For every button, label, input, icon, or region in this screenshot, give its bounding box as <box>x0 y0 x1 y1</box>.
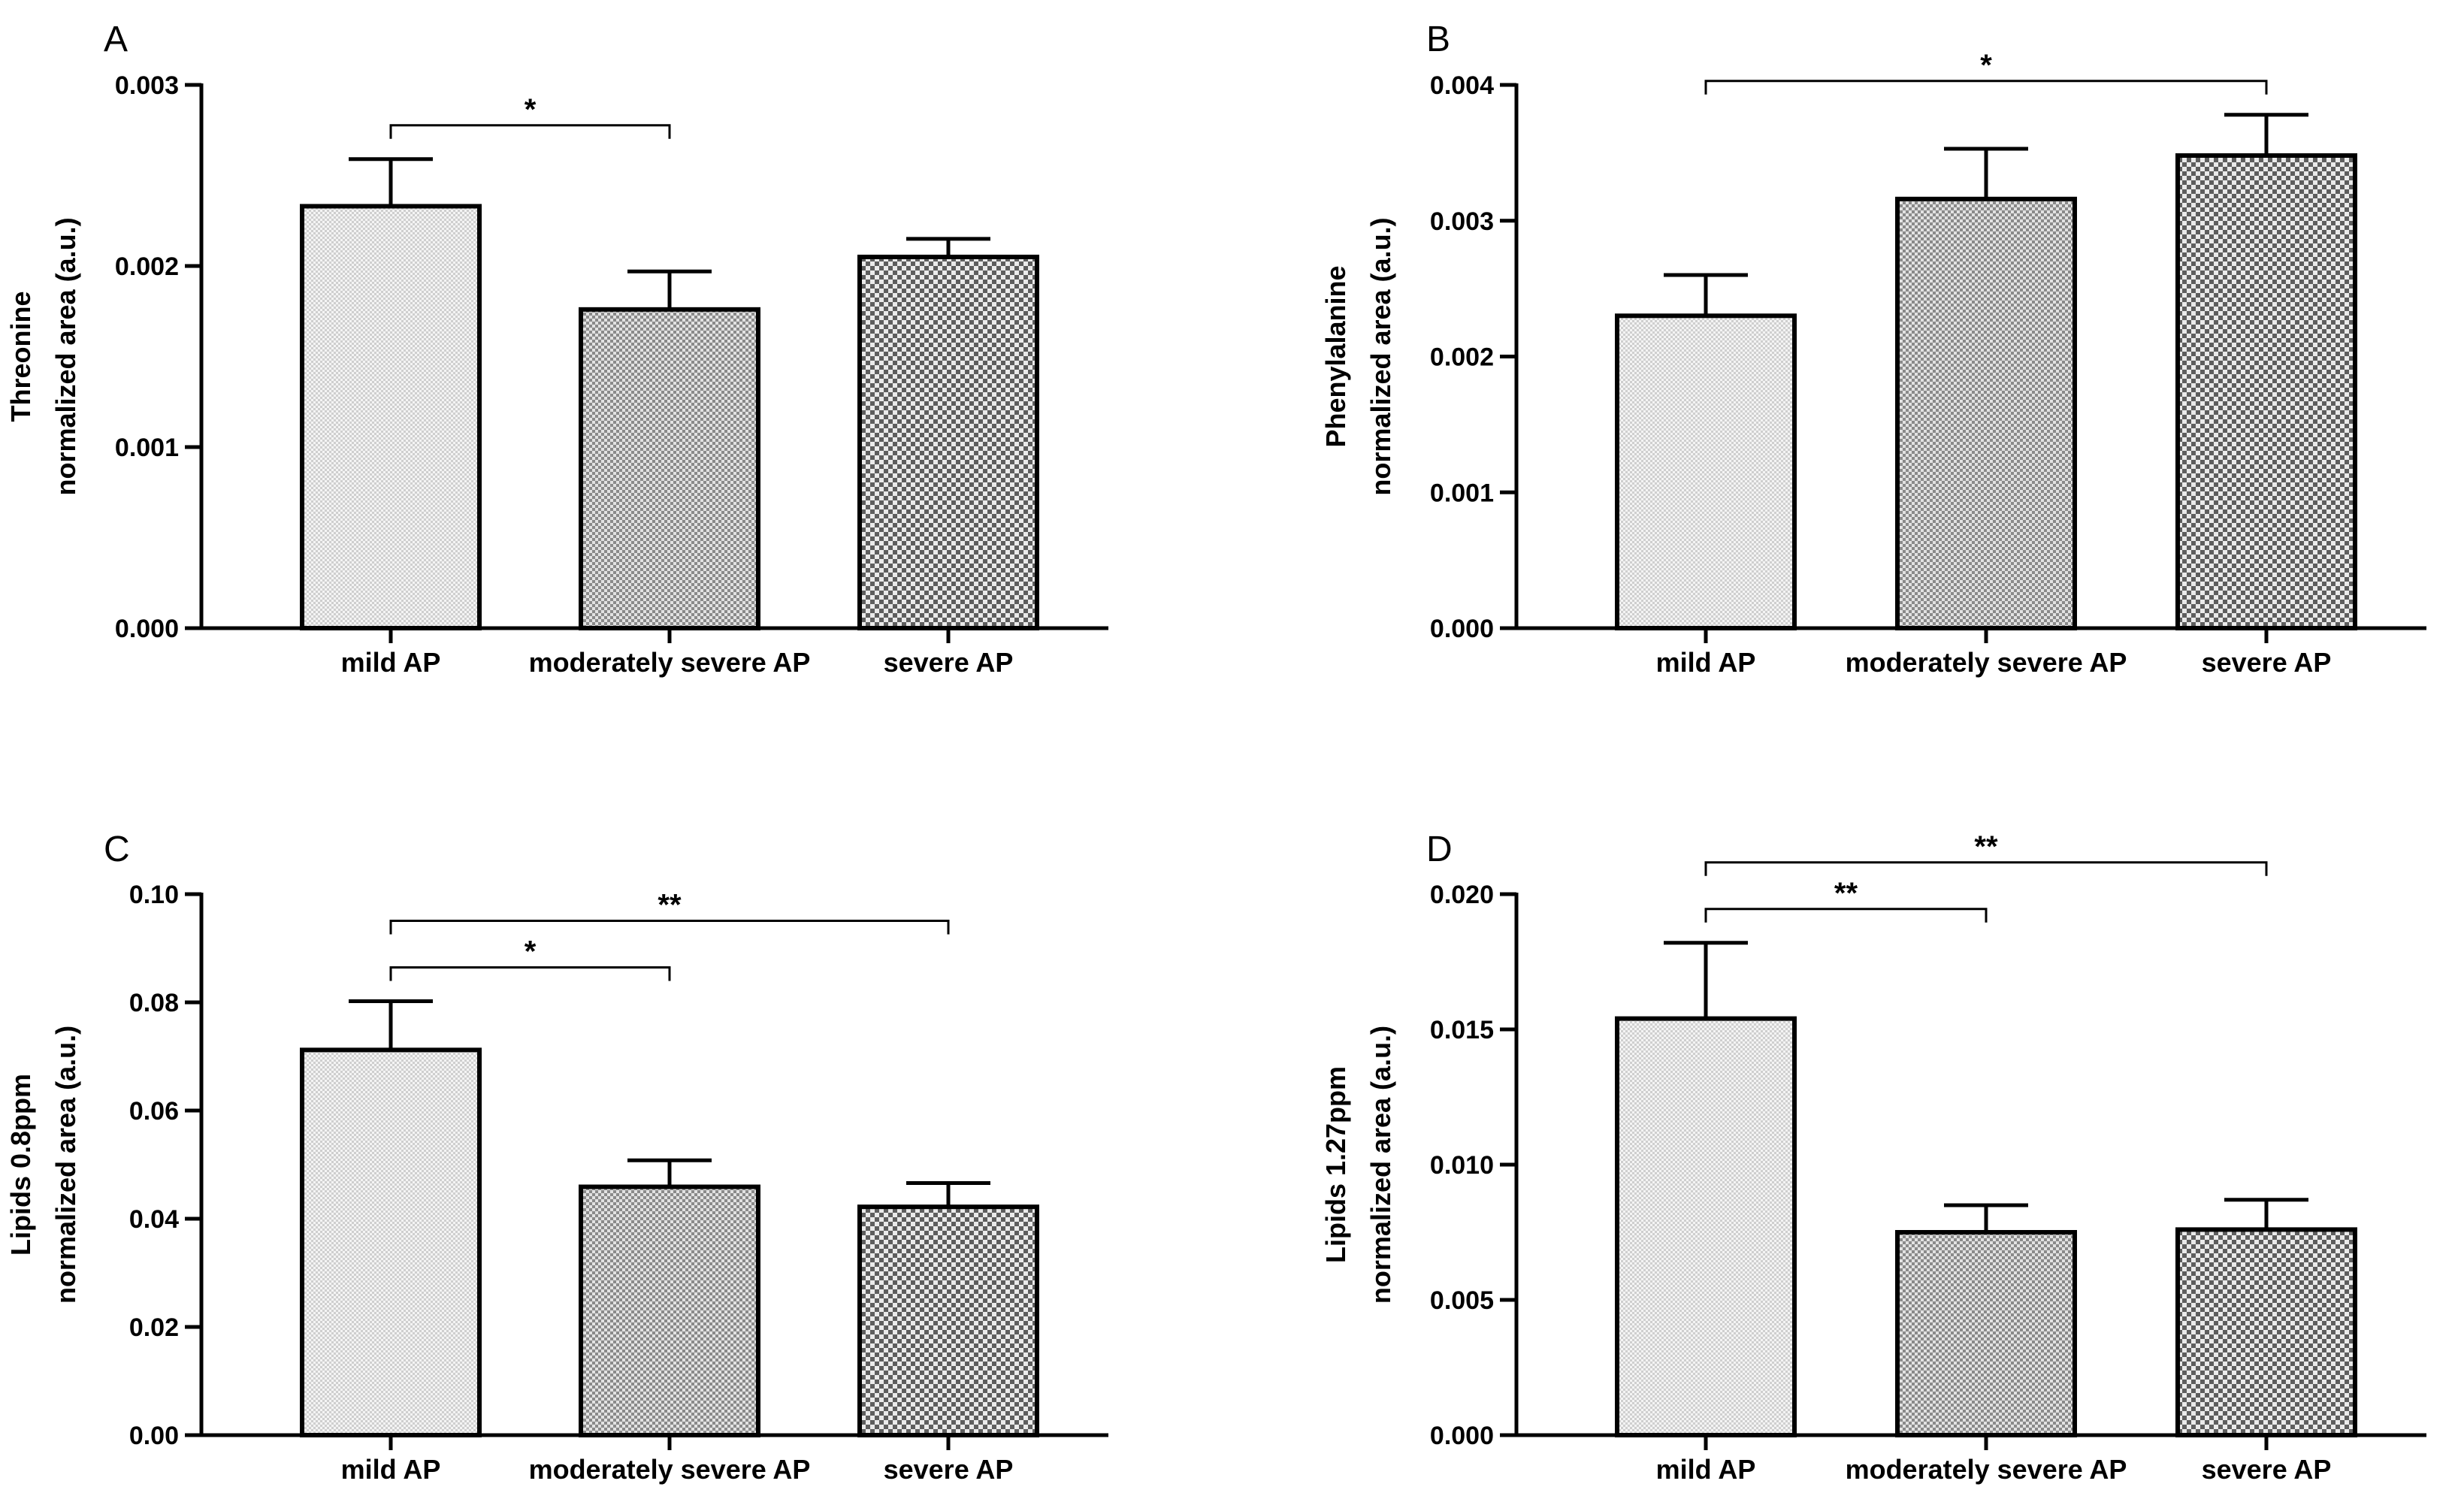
panel-label: A <box>104 20 128 59</box>
x-tick-label-severe-ap: severe AP <box>884 1454 1014 1485</box>
panel-label: B <box>1426 20 1450 59</box>
bar-mild <box>1615 1016 1797 1437</box>
y-tick-label: 0.003 <box>1430 207 1494 236</box>
x-tick-label-moderately-severe-ap: moderately severe AP <box>1846 1454 2127 1485</box>
y-axis-subtitle: normalized area (a.u.) <box>50 1026 81 1304</box>
y-tick-label: 0.04 <box>129 1205 179 1234</box>
y-tick-label: 0.020 <box>1430 881 1494 909</box>
x-tick-label-severe-ap: severe AP <box>2202 647 2332 678</box>
significance-label: * <box>525 935 537 969</box>
panel-b: B Phenylalanine normalized area (a.u.) 0.00… <box>1320 20 2426 678</box>
bar-mild <box>1615 313 1797 630</box>
y-tick-label: 0.010 <box>1430 1151 1494 1180</box>
x-tick-label-severe-ap: severe AP <box>2202 1454 2332 1485</box>
bar-mild <box>300 1047 482 1437</box>
y-tick-label: 0.003 <box>115 71 179 100</box>
panel-c: C Lipids 0.8ppm normalized area (a.u.) 0.00… <box>5 830 1108 1485</box>
x-tick-label-severe-ap: severe AP <box>884 647 1014 678</box>
y-tick-label: 0.000 <box>1430 1422 1494 1450</box>
significance-label: ** <box>1974 830 1998 863</box>
significance-bracket <box>389 966 671 981</box>
y-tick-label: 0.000 <box>115 615 179 643</box>
bar-severe <box>857 1204 1039 1438</box>
y-axis-title: Threonine <box>5 291 36 422</box>
bar-moderately-severe <box>579 307 760 630</box>
significance-label: * <box>1980 49 1992 82</box>
y-tick-label: 0.002 <box>115 252 179 281</box>
x-tick-label-mild-ap: mild AP <box>1656 647 1756 678</box>
significance-bracket <box>389 920 950 935</box>
y-axis-title: Lipids 0.8ppm <box>5 1074 36 1256</box>
y-tick-label: 0.10 <box>129 881 179 909</box>
x-tick-label-moderately-severe-ap: moderately severe AP <box>1846 647 2127 678</box>
significance-bracket <box>1704 861 2268 876</box>
x-tick-label-mild-ap: mild AP <box>1656 1454 1756 1485</box>
bar-severe <box>857 254 1039 630</box>
bar-moderately-severe <box>1895 1230 2077 1437</box>
y-axis-title: Lipids 1.27ppm <box>1320 1066 1351 1263</box>
y-tick-label: 0.08 <box>129 989 179 1017</box>
y-axis-subtitle: normalized area (a.u.) <box>1365 1026 1396 1304</box>
x-tick-label-moderately-severe-ap: moderately severe AP <box>529 647 811 678</box>
y-tick-label: 0.000 <box>1430 615 1494 643</box>
bar-mild <box>300 204 482 631</box>
y-axis-subtitle: normalized area (a.u.) <box>50 217 81 495</box>
x-tick-label-mild-ap: mild AP <box>341 1454 441 1485</box>
bar-severe <box>2175 1227 2357 1438</box>
y-tick-label: 0.005 <box>1430 1286 1494 1315</box>
x-tick-label-mild-ap: mild AP <box>341 647 441 678</box>
bar-moderately-severe <box>579 1184 760 1438</box>
y-tick-label: 0.001 <box>1430 479 1494 507</box>
y-tick-label: 0.02 <box>129 1313 179 1342</box>
panel-label: C <box>104 830 130 869</box>
y-tick-label: 0.015 <box>1430 1016 1494 1044</box>
significance-label: * <box>525 93 537 126</box>
panel-a: A Threonine normalized area (a.u.) 0.000 0.0… <box>5 20 1108 678</box>
significance-label: ** <box>658 889 682 922</box>
significance-label: ** <box>1834 877 1858 910</box>
bar-severe <box>2175 153 2357 631</box>
x-tick-label-moderately-severe-ap: moderately severe AP <box>529 1454 811 1485</box>
y-tick-label: 0.00 <box>129 1422 179 1450</box>
significance-bracket <box>1704 908 1988 923</box>
y-axis-subtitle: normalized area (a.u.) <box>1365 217 1396 495</box>
y-axis-title: Phenylalanine <box>1320 265 1351 447</box>
y-tick-label: 0.004 <box>1430 71 1494 100</box>
panel-label: D <box>1426 830 1453 869</box>
y-tick-label: 0.001 <box>115 434 179 462</box>
y-tick-label: 0.002 <box>1430 343 1494 372</box>
significance-bracket <box>1704 80 2268 95</box>
significance-bracket <box>389 124 671 139</box>
bar-moderately-severe <box>1895 196 2077 630</box>
panel-d: D Lipids 1.27ppm normalized area (a.u.) 0.0… <box>1320 830 2426 1485</box>
y-tick-label: 0.06 <box>129 1097 179 1126</box>
